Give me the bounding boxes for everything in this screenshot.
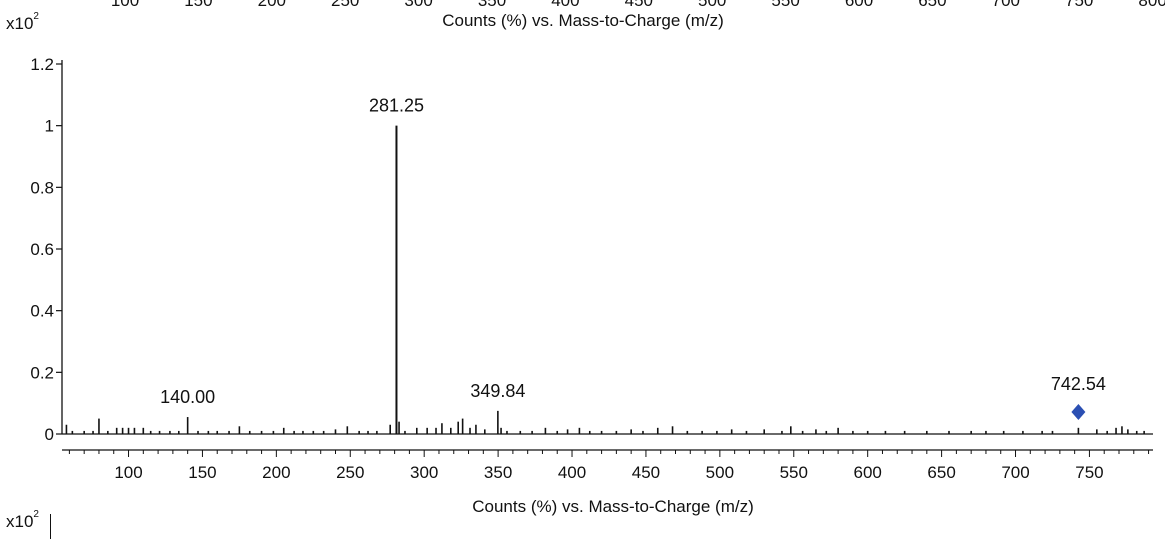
y-multiplier-base: x10 <box>6 14 34 33</box>
top-panel-x-tick-label: 750 <box>1065 0 1093 10</box>
top-panel-x-tick-label: 500 <box>698 0 726 10</box>
x-tick-label: 750 <box>1075 463 1103 482</box>
x-tick-label: 500 <box>706 463 734 482</box>
top-panel-x-axis-label: Counts (%) vs. Mass-to-Charge (m/z) <box>442 11 724 30</box>
x-tick-label: 550 <box>780 463 808 482</box>
y-multiplier-exp: 2 <box>33 11 39 23</box>
x-tick-label: 600 <box>853 463 881 482</box>
y-tick-label: 0.2 <box>30 363 54 382</box>
x-axis-label: Counts (%) vs. Mass-to-Charge (m/z) <box>472 497 754 516</box>
x-tick-label: 400 <box>558 463 586 482</box>
top-panel-x-tick-label: 600 <box>845 0 873 10</box>
x-tick-label: 200 <box>262 463 290 482</box>
x-tick-label: 350 <box>484 463 512 482</box>
top-panel-x-tick-label: 550 <box>771 0 799 10</box>
bottom-panel-y-axis-stub <box>50 514 51 539</box>
y-tick-label: 0.4 <box>30 302 54 321</box>
spectrum-peaks <box>65 125 1145 434</box>
x-tick-label: 150 <box>188 463 216 482</box>
top-panel-x-tick-label: 400 <box>551 0 579 10</box>
precursor-diamond-marker <box>1071 404 1086 420</box>
x-tick-label: 450 <box>632 463 660 482</box>
peak-label: 140.00 <box>160 387 215 407</box>
x-tick-label: 300 <box>410 463 438 482</box>
chart-axes: 0 0.2 0.4 0.6 0.8 1 1.2 100 150 200 250 300 350 400 45… <box>30 55 1153 482</box>
y-multiplier: x102 <box>6 11 39 34</box>
peak-label: 349.84 <box>470 381 525 401</box>
peak-label: 281.25 <box>369 96 424 116</box>
top-panel-x-tick-label: 150 <box>184 0 212 10</box>
y-tick-label: 1.2 <box>30 55 54 74</box>
x-tick-label: 700 <box>1001 463 1029 482</box>
peak-label: 742.54 <box>1051 374 1106 394</box>
top-panel-x-tick-label: 650 <box>918 0 946 10</box>
y-tick-label: 0 <box>45 425 54 444</box>
top-panel-axis: 100 150 200 250 300 350 400 450 500 550 600 650 700 7… <box>111 0 1165 10</box>
x-tick-label: 250 <box>336 463 364 482</box>
top-panel-x-tick-label: 300 <box>404 0 432 10</box>
bottom-panel-multiplier: x102 <box>6 509 39 532</box>
peak-annotations: 140.00 281.25 349.84 742.54 <box>160 96 1106 420</box>
y-tick-label: 1 <box>45 117 54 136</box>
top-panel-x-tick-label: 450 <box>625 0 653 10</box>
x-tick-label: 100 <box>114 463 142 482</box>
top-panel-x-tick-label: 700 <box>992 0 1020 10</box>
x-tick-label: 650 <box>927 463 955 482</box>
top-panel-x-tick-label: 350 <box>478 0 506 10</box>
top-panel-x-tick-label: 800 <box>1138 0 1165 10</box>
y-tick-label: 0.6 <box>30 240 54 259</box>
bottom-multiplier-base: x10 <box>6 512 34 531</box>
top-panel-x-tick-label: 100 <box>111 0 139 10</box>
bottom-multiplier-exp: 2 <box>33 509 39 521</box>
top-panel-x-tick-label: 250 <box>331 0 359 10</box>
y-tick-label: 0.8 <box>30 178 54 197</box>
top-panel-x-tick-label: 200 <box>258 0 286 10</box>
